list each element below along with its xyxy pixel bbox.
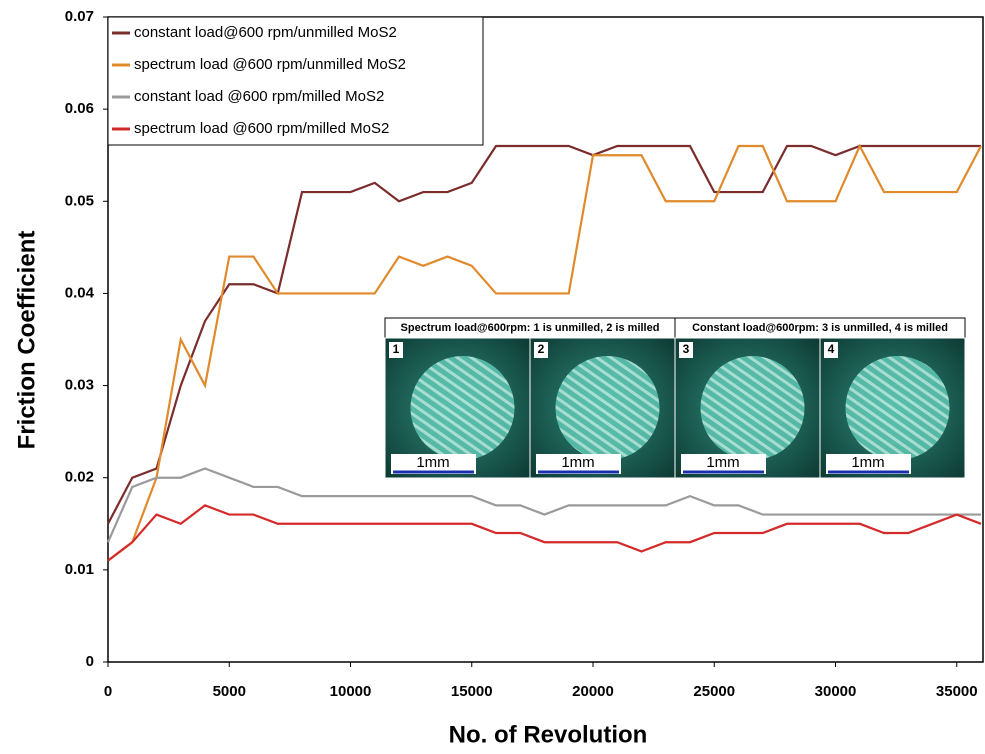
image-label: 3 (683, 342, 690, 356)
x-axis-label: No. of Revolution (449, 721, 648, 748)
x-tick-label: 20000 (572, 683, 614, 700)
x-tick-label: 5000 (213, 683, 246, 700)
y-tick-label: 0.04 (65, 284, 95, 301)
y-tick-label: 0.01 (65, 561, 94, 578)
wear-scar (411, 356, 515, 460)
image-label: 2 (538, 342, 545, 356)
scale-label: 1mm (706, 454, 739, 471)
x-tick-label: 30000 (815, 683, 857, 700)
chart: No. of Revolution Friction Coefficient S… (0, 0, 985, 754)
legend-label: spectrum load @600 rpm/unmilled MoS2 (134, 56, 406, 73)
inset: Spectrum load@600rpm: 1 is unmilled, 2 i… (385, 318, 965, 478)
legend-label: spectrum load @600 rpm/milled MoS2 (134, 120, 389, 137)
y-tick-label: 0.03 (65, 377, 94, 394)
y-tick-label: 0 (86, 653, 94, 670)
inset-header-text: Spectrum load@600rpm: 1 is unmilled, 2 i… (401, 322, 660, 334)
y-tick-label: 0.07 (65, 8, 94, 25)
scale-label: 1mm (416, 454, 449, 471)
legend-label: constant load@600 rpm/unmilled MoS2 (134, 24, 397, 41)
x-tick-label: 25000 (693, 683, 735, 700)
wear-scar (556, 356, 660, 460)
inset-header-text: Constant load@600rpm: 3 is unmilled, 4 i… (692, 322, 948, 334)
x-tick-label: 10000 (330, 683, 372, 700)
image-label: 1 (393, 342, 400, 356)
x-tick-label: 0 (104, 683, 112, 700)
y-tick-label: 0.02 (65, 469, 94, 486)
scale-label: 1mm (851, 454, 884, 471)
y-axis-label: Friction Coefficient (13, 231, 40, 450)
x-tick-label: 15000 (451, 683, 493, 700)
wear-scar (846, 356, 950, 460)
legend-label: constant load @600 rpm/milled MoS2 (134, 88, 384, 105)
y-tick-label: 0.05 (65, 192, 94, 209)
image-label: 4 (828, 342, 835, 356)
y-tick-label: 0.06 (65, 100, 94, 117)
x-tick-label: 35000 (936, 683, 978, 700)
data-line (108, 469, 981, 543)
wear-scar (701, 356, 805, 460)
scale-label: 1mm (561, 454, 594, 471)
